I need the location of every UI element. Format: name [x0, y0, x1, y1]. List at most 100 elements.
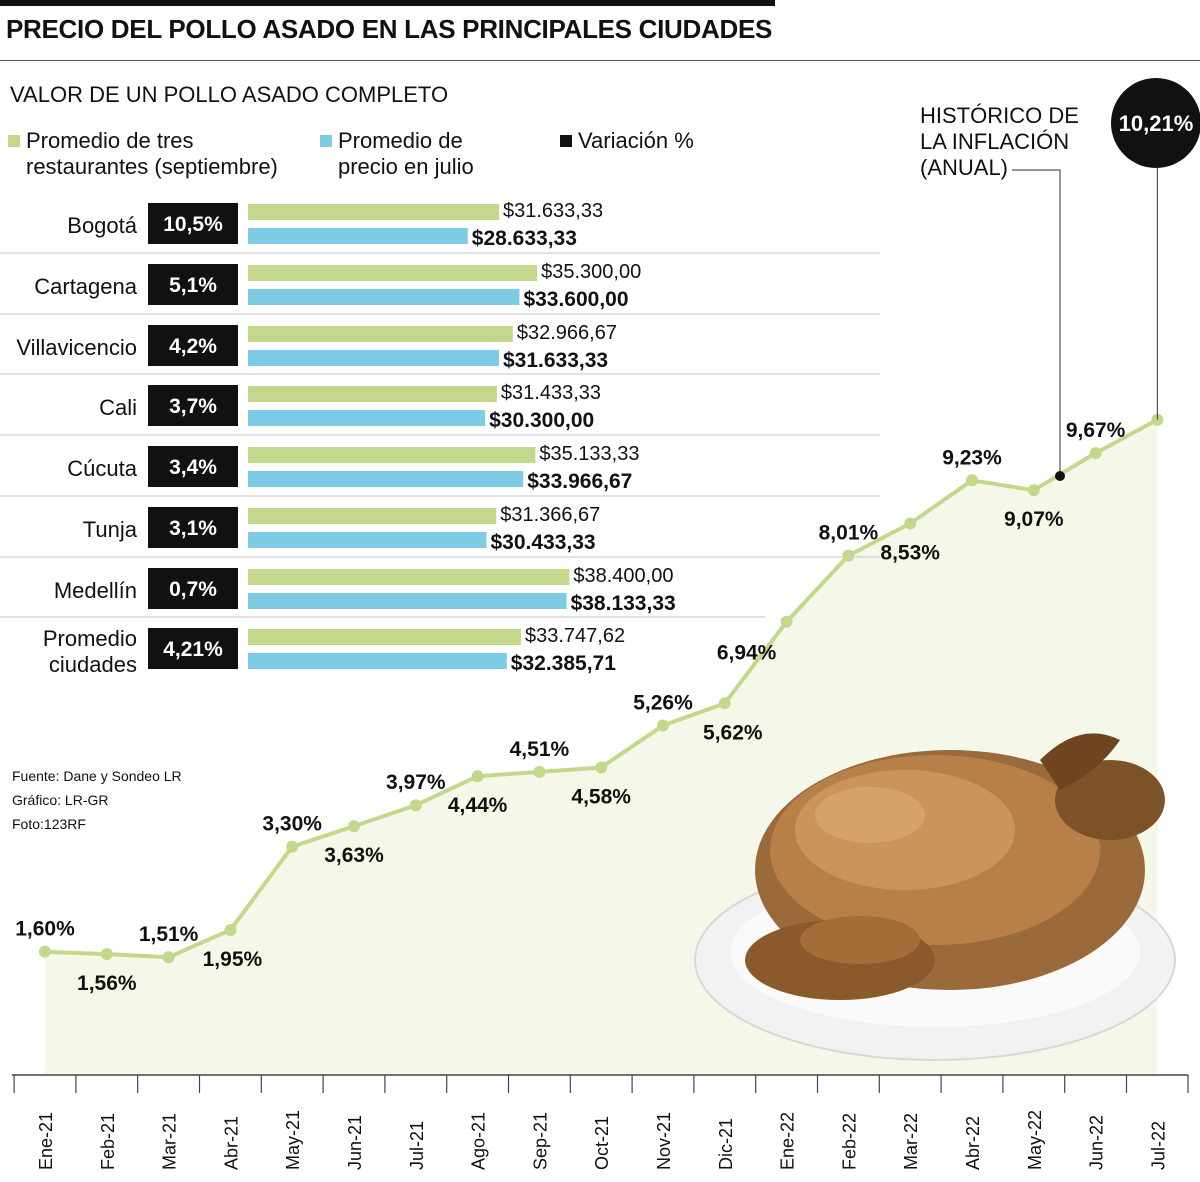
data-point — [718, 697, 731, 710]
bar-label-september: $31.633,33 — [503, 200, 603, 222]
bar-label-july: $30.433,33 — [491, 531, 596, 554]
bar-july — [248, 593, 567, 609]
legend-label: Variación % — [578, 128, 694, 153]
bar-september — [248, 326, 513, 342]
x-tick-label: Nov-21 — [654, 1112, 674, 1170]
variation-value: 3,4% — [169, 456, 217, 479]
bar-label-july: $38.133,33 — [571, 592, 676, 615]
bar-september — [248, 569, 570, 585]
data-point — [533, 765, 546, 778]
photo-credit: Foto:123RF — [12, 816, 86, 832]
top-rule — [0, 0, 775, 6]
bar-september — [248, 265, 538, 281]
data-label: 8,53% — [880, 542, 940, 565]
variation-badge — [148, 203, 238, 244]
data-point — [286, 840, 299, 853]
bar-july — [248, 289, 520, 305]
variation-value: 3,7% — [169, 395, 217, 418]
x-tick-label: May-21 — [283, 1110, 303, 1170]
x-tick-label: Sep-21 — [530, 1112, 550, 1170]
data-point — [904, 517, 917, 530]
category-label: Medellín — [54, 578, 137, 603]
data-label: 1,51% — [139, 923, 199, 946]
category-label: Villavicencio — [16, 335, 137, 360]
bar-label-september: $31.366,67 — [500, 504, 600, 526]
x-tick-label: Jun-22 — [1087, 1115, 1107, 1170]
bar-july — [248, 471, 524, 487]
variation-badge — [148, 264, 238, 305]
x-tick-label: Ene-21 — [36, 1112, 56, 1170]
x-tick-label: Abr-22 — [963, 1116, 983, 1170]
legend-label: Promedio de tres restaurantes (septiembr… — [26, 128, 278, 179]
data-point — [100, 948, 113, 961]
data-point — [966, 474, 978, 487]
x-tick-label: May-22 — [1025, 1110, 1045, 1170]
data-label: 5,26% — [633, 692, 693, 715]
price-bar-chart: Bogotá 10,5% $31.633,33 $28.633,33 Cartagena… — [0, 200, 880, 677]
data-point — [39, 945, 51, 958]
bar-july — [248, 228, 468, 244]
inflation-annotation: HISTÓRICO DE LA INFLACIÓN (ANUAL) — [920, 103, 1079, 180]
title-divider — [0, 60, 1200, 61]
x-tick-label: Feb-21 — [98, 1113, 118, 1170]
bar-label-july: $33.600,00 — [523, 288, 628, 311]
data-point — [224, 924, 237, 937]
data-point — [595, 761, 608, 774]
x-tick-label: Ene-22 — [778, 1112, 798, 1170]
data-label: 8,01% — [819, 522, 879, 545]
roast-chicken-photo — [694, 733, 1176, 1061]
bar-label-july: $33.966,67 — [527, 470, 632, 493]
x-tick-label: Oct-21 — [592, 1116, 612, 1170]
variation-value: 3,1% — [169, 517, 217, 540]
variation-value: 4,2% — [169, 335, 217, 358]
variation-value: 4,21% — [163, 638, 223, 661]
bar-september — [248, 508, 497, 524]
bar-september — [248, 386, 497, 402]
x-tick-label: Mar-22 — [901, 1113, 921, 1170]
bar-label-july: $30.300,00 — [489, 409, 594, 432]
data-label: 9,23% — [942, 446, 1002, 469]
x-tick-label: Jul-22 — [1148, 1121, 1168, 1170]
x-tick-label: Jun-21 — [345, 1115, 365, 1170]
legend-swatch-green — [8, 135, 20, 147]
bar-july — [248, 653, 507, 669]
variation-badge — [148, 325, 238, 366]
bar-september — [248, 204, 499, 220]
legend-swatch-blue — [320, 135, 332, 147]
annotation-badge-value: 10,21% — [1119, 111, 1194, 136]
bar-label-july: $32.385,71 — [511, 652, 616, 675]
category-label: Bogotá — [67, 213, 137, 238]
graphic-credit: Gráfico: LR-GR — [12, 792, 109, 808]
page-title: PRECIO DEL POLLO ASADO EN LAS PRINCIPALE… — [6, 14, 773, 44]
category-label: Tunja — [83, 517, 138, 542]
bar-label-september: $35.133,33 — [539, 443, 639, 465]
annotation-badge — [1111, 78, 1200, 168]
bar-label-september: $35.300,00 — [541, 261, 641, 283]
data-label: 1,95% — [203, 948, 263, 971]
variation-value: 5,1% — [169, 274, 217, 297]
data-label: 3,97% — [386, 771, 446, 794]
data-label: 9,07% — [1004, 508, 1064, 531]
category-label: Cali — [99, 395, 137, 420]
category-label: Cúcuta — [67, 456, 137, 481]
data-point — [162, 951, 175, 964]
x-tick-label: Jul-21 — [407, 1121, 427, 1170]
bar-label-september: $38.400,00 — [573, 565, 673, 587]
legend-label: Promedio de precio en julio — [338, 128, 474, 179]
bar-july — [248, 410, 486, 426]
variation-value: 0,7% — [169, 578, 217, 601]
chart-subtitle: VALOR DE UN POLLO ASADO COMPLETO — [10, 82, 449, 107]
data-point — [471, 770, 484, 783]
legend-swatch-black — [560, 135, 572, 147]
data-label: 6,94% — [717, 642, 777, 665]
data-point — [409, 799, 422, 812]
legend-item-variation: Variación % — [560, 128, 694, 154]
data-label: 3,63% — [324, 844, 384, 867]
data-label: 3,30% — [262, 813, 322, 836]
variation-badge — [148, 507, 238, 548]
data-point — [1089, 447, 1102, 460]
category-label: ciudades — [49, 652, 137, 677]
x-tick-label: Mar-21 — [160, 1113, 180, 1170]
data-label: 4,44% — [448, 794, 508, 817]
